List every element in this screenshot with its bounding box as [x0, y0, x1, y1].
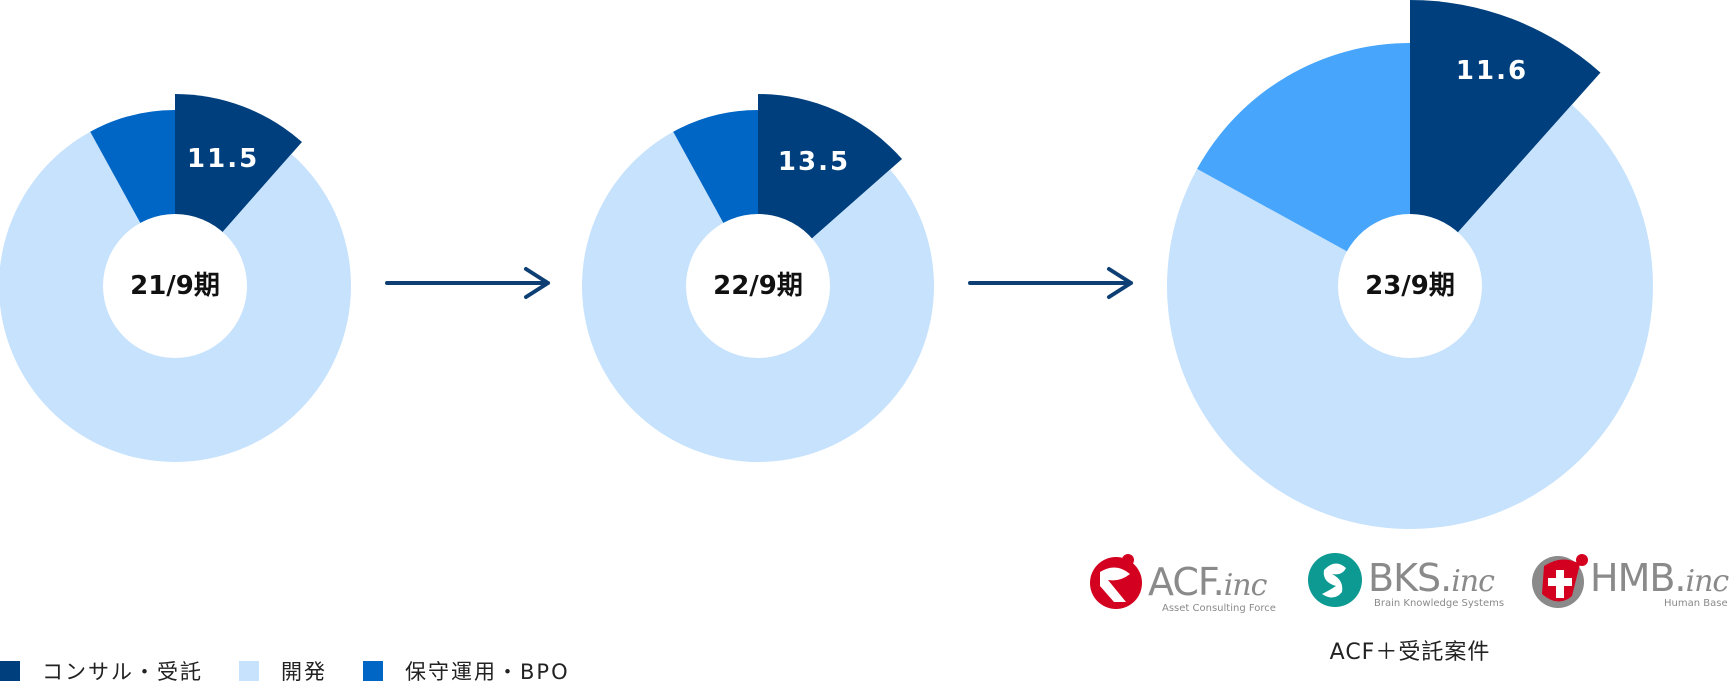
pie2-value-label: 13.5 — [778, 147, 850, 177]
arrows — [385, 267, 1133, 299]
pie3-value-label: 11.6 — [1456, 56, 1528, 86]
legend-swatch-maintenance — [363, 661, 383, 681]
legend-item-development: 開発 — [239, 656, 327, 686]
hmb-logo-suffix: inc — [1685, 564, 1730, 599]
legend-swatch-development — [239, 661, 259, 681]
acf-logo-suffix: inc — [1223, 568, 1268, 603]
pie3-slice-consulting — [1410, 0, 1601, 286]
acf-logo-text: ACF. — [1148, 560, 1225, 604]
pies: 11.5 21/9期 13.5 22/9期 11.6 23/9期 — [0, 0, 1653, 530]
hmb-emblem-icon — [1532, 554, 1588, 608]
company-logos: ACF.inc Asset Consulting Force BKS.inc B… — [1086, 548, 1732, 618]
pie-chart-1: 11.5 21/9期 — [0, 94, 351, 462]
acf-logo-sub: Asset Consulting Force — [1162, 603, 1276, 614]
bks-emblem-icon — [1308, 553, 1362, 607]
pie2-center — [686, 214, 830, 358]
legend-swatch-consulting — [0, 661, 20, 681]
hmb-logo-text: HMB. — [1590, 556, 1687, 600]
legend-label-maintenance: 保守運用・BPO — [405, 660, 570, 684]
bks-logo: BKS.inc Brain Knowledge Systems — [1306, 548, 1506, 618]
pie2-period-label: 22/9期 — [713, 271, 803, 301]
pie1-period-label: 21/9期 — [130, 271, 220, 301]
arrow-right-icon — [968, 267, 1133, 299]
pie3-period-label: 23/9期 — [1365, 271, 1455, 301]
pie3-slice-third — [1197, 43, 1410, 286]
acf-contract-caption: ACF＋受託案件 — [1329, 640, 1491, 665]
bks-logo-suffix: inc — [1451, 564, 1495, 599]
bks-logo-sub: Brain Knowledge Systems — [1374, 598, 1505, 609]
pie3-center — [1338, 214, 1482, 358]
pie-chart-2: 13.5 22/9期 — [581, 94, 934, 462]
pie1-center — [103, 214, 247, 358]
hmb-logo-sub: Human Base — [1664, 598, 1728, 609]
pie1-value-label: 11.5 — [187, 144, 259, 174]
acf-logo: ACF.inc Asset Consulting Force — [1086, 548, 1286, 618]
legend-label-consulting: コンサル・受託 — [42, 660, 203, 684]
arrow-right-icon — [385, 267, 550, 299]
bks-logo-text: BKS. — [1368, 556, 1452, 600]
hmb-logo: HMB.inc Human Base — [1528, 548, 1732, 618]
legend: コンサル・受託 開発 保守運用・BPO — [0, 656, 606, 686]
legend-item-consulting: コンサル・受託 — [0, 656, 203, 686]
legend-item-maintenance: 保守運用・BPO — [363, 656, 570, 686]
legend-label-development: 開発 — [281, 660, 327, 684]
pie-chart-3: 11.6 23/9期 — [1166, 0, 1653, 530]
acf-emblem-icon — [1090, 554, 1142, 609]
